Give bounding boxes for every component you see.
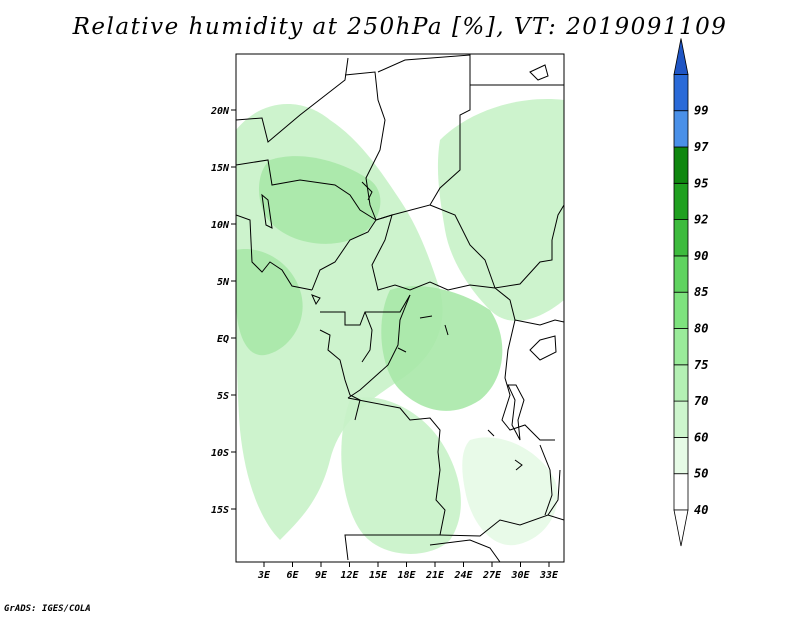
- humidity-region-central-basin: [381, 286, 503, 411]
- lat-tick-label: 20N: [210, 106, 230, 117]
- border-line: [494, 287, 555, 441]
- lon-tick-label: 12E: [340, 570, 359, 581]
- humidity-field: [236, 99, 564, 554]
- colorbar: 40 50 60 70 75 80 85 90 92 95 97 99: [673, 38, 709, 547]
- border-line: [529, 335, 557, 361]
- border-line: [429, 204, 564, 289]
- border-line: [236, 57, 349, 143]
- border-line: [507, 384, 525, 441]
- colorbar-segment: [673, 219, 689, 257]
- border-line: [320, 294, 411, 326]
- border-line: [487, 429, 523, 471]
- lon-tick-label: 3E: [257, 570, 271, 581]
- lat-tick-label: 15N: [211, 163, 230, 174]
- map-title: Relative humidity at 250hPa [%], VT: 201…: [72, 14, 728, 40]
- colorbar-label: 97: [694, 140, 709, 154]
- lon-tick-label: 9E: [315, 570, 328, 581]
- colorbar-segment: [673, 146, 689, 184]
- humidity-region-south-central: [341, 397, 461, 554]
- colorbar-label: 90: [694, 249, 708, 263]
- border-line: [319, 329, 361, 421]
- colorbar-label: 80: [694, 322, 708, 336]
- colorbar-label: 40: [694, 503, 708, 517]
- lat-tick-label: 10N: [211, 220, 230, 231]
- colorbar-segment: [673, 436, 689, 475]
- country-borders: [236, 54, 564, 562]
- colorbar-label: 95: [694, 176, 708, 190]
- latitude-axis: 20N 15N 10N 5N EQ 5S 10S 15S: [210, 106, 236, 516]
- border-line: [539, 444, 553, 516]
- colorbar-arrow-top: [673, 38, 689, 75]
- grads-credit: GrADS: IGES/COLA: [4, 604, 91, 614]
- border-line: [261, 193, 273, 229]
- border-line: [361, 181, 373, 201]
- colorbar-segment: [673, 182, 689, 221]
- lon-tick-label: 24E: [453, 570, 473, 581]
- colorbar-arrow-bottom: [673, 509, 689, 547]
- colorbar-label: 60: [694, 430, 708, 444]
- lon-tick-label: 33E: [539, 570, 559, 581]
- colorbar-segment: [673, 255, 689, 293]
- lon-tick-label: 6E: [286, 570, 299, 581]
- border-line: [429, 539, 501, 562]
- border-line: [375, 54, 471, 221]
- lon-tick-label: 18E: [397, 570, 416, 581]
- border-line: [529, 64, 549, 81]
- border-line: [344, 71, 386, 221]
- map-frame: [235, 53, 565, 563]
- colorbar-segment: [673, 400, 689, 438]
- colorbar-segment: [673, 291, 689, 329]
- humidity-region-southeast: [462, 437, 558, 546]
- colorbar-label: 92: [694, 213, 708, 227]
- colorbar-label: 50: [694, 467, 708, 481]
- border-line: [236, 214, 313, 291]
- colorbar-segment: [673, 473, 689, 511]
- border-line: [514, 319, 564, 326]
- colorbar-segment: [673, 74, 689, 112]
- colorbar-label: 99: [694, 104, 708, 118]
- border-line: [236, 159, 377, 221]
- colorbar-segment: [673, 364, 689, 402]
- humidity-region-north-sahel: [258, 156, 381, 244]
- colorbar-label: 75: [694, 358, 708, 372]
- border-line: [311, 294, 321, 306]
- border-line: [347, 397, 446, 536]
- colorbar-segment: [673, 110, 689, 148]
- lon-tick-label: 30E: [510, 570, 530, 581]
- lat-tick-label: 10S: [211, 448, 229, 459]
- border-line: [371, 214, 496, 291]
- border-line: [347, 294, 411, 399]
- border-line: [397, 315, 449, 353]
- border-line: [311, 219, 377, 291]
- border-line: [344, 534, 440, 561]
- lon-tick-label: 27E: [482, 570, 502, 581]
- lon-tick-label: 21E: [425, 570, 445, 581]
- border-line: [361, 311, 373, 363]
- colorbar-label: 70: [694, 394, 708, 408]
- humidity-region-east-africa: [437, 99, 564, 321]
- border-line: [439, 514, 564, 537]
- lat-tick-label: EQ: [217, 334, 229, 345]
- longitude-axis: 3E 6E 9E 12E 15E 18E 21E 24E 27E 30E 33E: [257, 562, 559, 581]
- lon-tick-label: 15E: [369, 570, 388, 581]
- lat-tick-label: 5S: [217, 391, 229, 402]
- border-line: [547, 469, 561, 516]
- lat-tick-label: 15S: [211, 505, 229, 516]
- colorbar-label: 85: [694, 285, 708, 299]
- colorbar-segment: [673, 328, 689, 366]
- lat-tick-label: 5N: [217, 277, 230, 288]
